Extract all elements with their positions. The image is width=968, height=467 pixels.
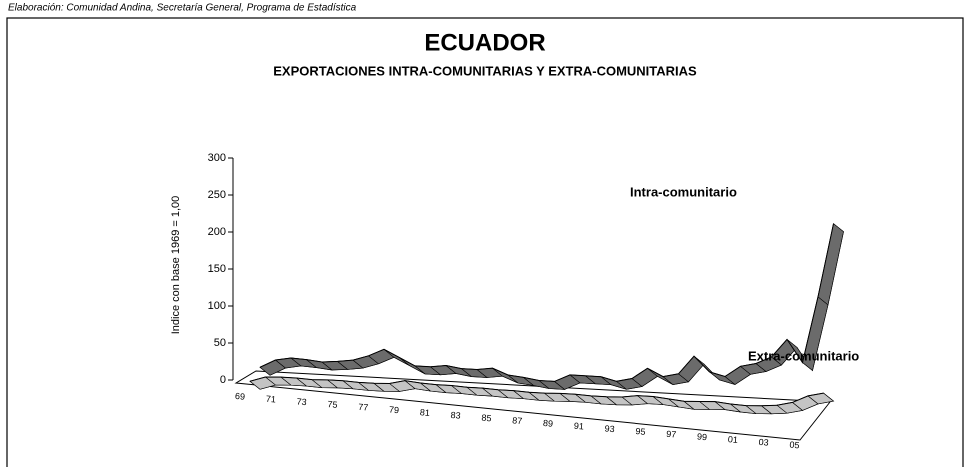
x-tick-label: 83 [450,410,461,421]
chart-subtitle: EXPORTACIONES INTRA-COMUNITARIAS Y EXTRA… [273,63,697,78]
series-line [249,376,824,407]
frame [6,17,964,467]
x-tick-label: 99 [697,431,708,442]
x-tick-label: 77 [358,402,369,413]
x-tick-label: 97 [666,429,677,440]
x-tick-label: 03 [758,437,769,448]
y-tick-label: 0 [220,374,226,386]
series-label: Intra-comunitario [630,184,737,199]
series-label: Extra-comunitario [748,348,859,363]
y-tick-label: 50 [214,337,226,349]
x-tick-label: 81 [419,407,430,418]
y-tick-label: 250 [208,189,226,201]
caption: Elaboración: Comunidad Andina, Secretarí… [8,3,357,14]
x-tick-label: 69 [235,391,246,402]
x-tick-label: 71 [265,394,276,405]
y-tick-label: 300 [208,152,226,164]
x-tick-label: 85 [481,413,492,424]
y-axis-label: Indice con base 1969 = 1,00 [170,196,182,335]
chart-title: ECUADOR [424,29,545,56]
x-tick-label: 05 [789,440,800,451]
x-tick-label: 87 [512,415,523,426]
x-tick-label: 93 [604,423,615,434]
x-tick-label: 91 [573,421,584,432]
x-tick-label: 95 [635,426,646,437]
y-tick-label: 150 [208,263,226,275]
x-tick-label: 89 [543,418,554,429]
x-tick-label: 73 [296,396,307,407]
series-line [259,223,834,382]
x-tick-label: 75 [327,399,338,410]
y-tick-label: 100 [208,300,226,312]
x-tick-label: 01 [727,434,738,445]
x-tick-label: 79 [389,404,400,415]
y-tick-label: 200 [208,226,226,238]
